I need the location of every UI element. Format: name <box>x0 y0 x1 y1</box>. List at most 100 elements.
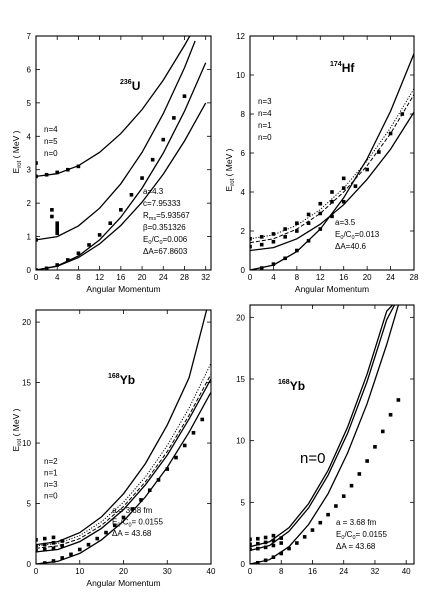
y-axis-title: Erot ( MeV ) <box>224 148 236 191</box>
y-tick-label: 5 <box>27 500 32 509</box>
param-text: ΔA=40.6 <box>335 242 366 251</box>
y-axis-title-main: E <box>224 185 234 191</box>
data-point <box>318 211 323 216</box>
data-point <box>271 232 276 236</box>
data-point <box>341 186 346 190</box>
data-point <box>400 112 405 116</box>
y-tick-label: 0 <box>27 266 32 275</box>
data-point <box>42 542 47 547</box>
legend-entry: n=0 <box>258 133 272 142</box>
data-point <box>353 184 358 188</box>
param-text: ΔA = 43.68 <box>112 529 152 538</box>
legend-entry: n=4 <box>44 125 58 134</box>
data-point <box>388 131 393 136</box>
data-point <box>121 515 126 520</box>
y-axis-title-unit: ( MeV ) <box>224 148 234 178</box>
data-point <box>36 174 38 179</box>
data-point <box>60 539 65 543</box>
param-line: E0 /C0 = 0.0155 <box>336 530 387 541</box>
nucleus-mass: 168 <box>108 373 120 380</box>
data-point <box>42 547 47 552</box>
data-point <box>330 190 334 194</box>
data-point <box>330 214 334 219</box>
param-text: /C <box>343 230 351 239</box>
nucleus-label: 236U <box>120 79 140 93</box>
y-tick-label: 2 <box>27 199 32 208</box>
param-line: ΔA = 43.68 <box>112 529 152 538</box>
data-point <box>330 199 334 204</box>
param-line: a=4.3 <box>143 187 164 196</box>
plot-frame <box>35 35 212 271</box>
param-text: /C <box>151 235 159 244</box>
data-point <box>295 221 299 225</box>
data-point <box>263 558 268 563</box>
param-text: E <box>336 530 341 539</box>
data-point <box>256 536 260 541</box>
data-point <box>365 459 369 463</box>
data-point <box>150 157 155 162</box>
data-point <box>97 233 102 237</box>
data-point <box>55 263 60 267</box>
nucleus-mass: 168 <box>278 379 290 386</box>
param-text: a=4.3 <box>143 187 164 196</box>
nucleus-mass: 174 <box>330 61 342 68</box>
data-point <box>259 235 264 239</box>
data-point <box>334 504 338 508</box>
data-point <box>51 535 56 540</box>
y-tick-label: 10 <box>236 71 245 80</box>
data-point <box>112 523 117 528</box>
panel-3: 0 10 20 30 40 0 5 10 15 20 Angular Momentum Erot ( … <box>11 309 216 588</box>
data-point <box>182 443 187 448</box>
series-curve-1 <box>250 53 414 270</box>
data-layer <box>250 305 401 564</box>
param-subscript: 0 <box>148 240 151 246</box>
param-subscript: 0 <box>340 235 343 241</box>
x-tick-label: 0 <box>34 567 39 576</box>
panel-4: 0 8 16 24 32 40 0 5 10 15 20 168Yb n=0 a = 3.68 fm E0 … <box>236 304 415 576</box>
data-point <box>174 455 178 460</box>
y-axis-title-unit: ( MeV ) <box>11 408 21 438</box>
data-point <box>326 512 330 517</box>
series-curve-3 <box>36 40 196 241</box>
x-tick-label: 16 <box>339 273 348 282</box>
data-point <box>55 228 60 232</box>
x-tick-label: 4 <box>271 273 276 282</box>
param-subscript: 0 <box>352 535 355 541</box>
data-point <box>256 541 260 546</box>
data-point <box>250 542 252 547</box>
param-text: = 0.0155 <box>356 530 388 539</box>
y-tick-label: 10 <box>22 439 31 448</box>
param-line: ΔA = 43.68 <box>336 542 376 551</box>
data-point <box>60 544 65 548</box>
series-curve-2 <box>250 305 396 552</box>
param-text: = 0.0155 <box>132 518 164 527</box>
data-point <box>388 412 393 417</box>
data-point <box>263 545 268 550</box>
data-point <box>76 164 81 169</box>
data-point <box>42 536 47 541</box>
param-line: c=7.95333 <box>143 199 181 208</box>
data-point <box>365 167 369 172</box>
param-text: E <box>112 518 117 527</box>
data-point <box>259 242 264 247</box>
data-point <box>396 398 401 402</box>
series-curve-1 <box>36 102 207 270</box>
data-point <box>200 417 205 422</box>
y-axis-title: Erot ( MeV ) <box>11 130 23 173</box>
data-point <box>283 227 287 231</box>
param-text: c=7.95333 <box>143 199 181 208</box>
data-point <box>104 530 108 535</box>
x-tick-label: 8 <box>76 273 81 282</box>
series-curve-3 <box>36 373 211 549</box>
data-point <box>271 538 276 543</box>
data-point <box>263 535 268 540</box>
data-point <box>140 176 144 180</box>
x-tick-label: 12 <box>95 273 104 282</box>
param-line: E0 /C0 =0.006 <box>143 235 188 246</box>
data-point <box>147 488 152 493</box>
data-point <box>283 256 287 261</box>
nucleus-symbol: U <box>132 79 141 93</box>
series-curve-4 <box>36 36 191 178</box>
param-line: E0 /C0 =0.013 <box>335 230 380 241</box>
